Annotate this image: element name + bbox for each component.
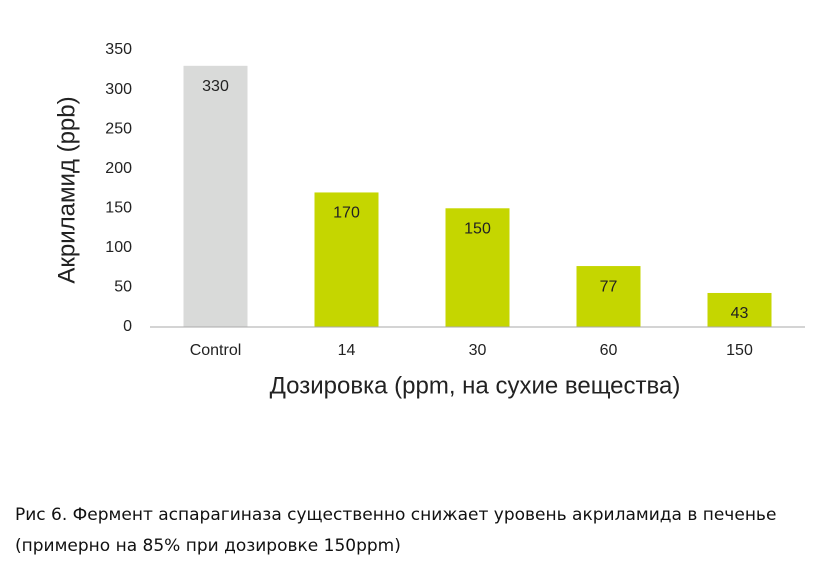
y-axis-title: Акриламид (ppb)	[53, 96, 80, 283]
bar	[445, 208, 510, 327]
bar	[707, 292, 772, 327]
bar	[183, 65, 248, 327]
value-label: 150	[464, 221, 491, 238]
x-tick-label: Control	[190, 342, 242, 359]
x-tick-label: 60	[600, 342, 618, 359]
y-tick-label: 250	[105, 120, 132, 137]
y-tick-label: 100	[105, 239, 132, 256]
caption: Рис 6. Фермент аспарагиназа существенно …	[15, 505, 777, 556]
y-tick-label: 300	[105, 81, 132, 98]
x-axis-title: Дозировка (ppm, на сухие вещества)	[270, 372, 681, 399]
bar	[314, 192, 379, 327]
y-tick-label: 0	[123, 318, 132, 335]
y-tick-label: 150	[105, 200, 132, 217]
y-tick-label: 200	[105, 160, 132, 177]
value-label: 330	[202, 78, 229, 95]
x-tick-label: 14	[338, 342, 356, 359]
y-tick-label: 50	[114, 279, 132, 296]
x-tick-label: 30	[469, 342, 487, 359]
y-tick-label: 350	[105, 41, 132, 58]
bar	[576, 266, 641, 327]
chart: Акриламид (ppb) Дозировка (ppm, на сухие…	[53, 41, 805, 399]
value-label: 43	[731, 305, 749, 322]
value-label: 77	[600, 278, 618, 295]
value-label: 170	[333, 205, 360, 222]
x-tick-label: 150	[726, 342, 753, 359]
